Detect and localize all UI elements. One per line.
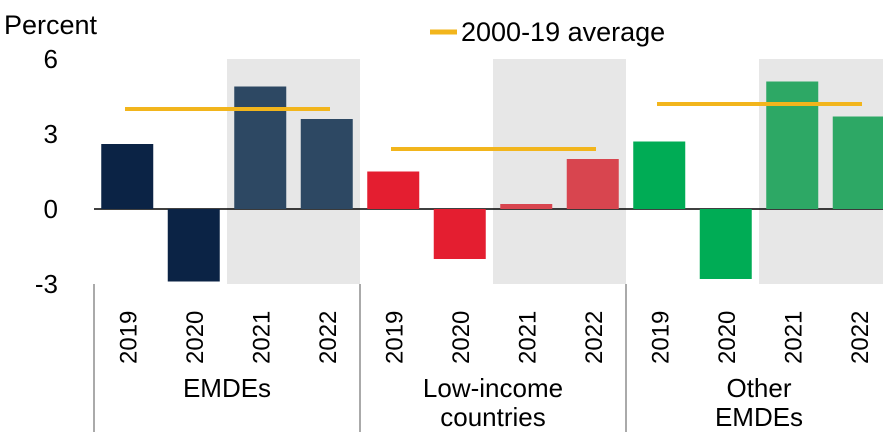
bars <box>101 81 883 282</box>
average-lines <box>125 102 862 151</box>
bar <box>433 209 486 259</box>
x-tick-label: 2021 <box>514 311 541 364</box>
y-axis: 6 3 0 -3 <box>35 44 58 299</box>
group-label: Low-income <box>423 373 563 403</box>
bar <box>234 86 287 209</box>
x-tick-label: 2021 <box>248 311 275 364</box>
y-tick-label: 3 <box>44 119 58 149</box>
bar <box>500 204 553 209</box>
y-tick-label: 6 <box>44 44 58 74</box>
x-tick-label: 2019 <box>115 311 142 364</box>
x-tick-label: 2020 <box>182 311 209 364</box>
x-tick-label: 2021 <box>780 311 807 364</box>
x-tick-label: 2022 <box>581 311 608 364</box>
x-tick-label: 2019 <box>381 311 408 364</box>
bar <box>566 159 619 209</box>
group-label: Other <box>726 373 791 403</box>
bar <box>766 81 819 209</box>
x-tick-label: 2020 <box>714 311 741 364</box>
bar <box>367 171 420 209</box>
y-tick-label: -3 <box>35 269 58 299</box>
bar <box>633 141 686 209</box>
x-tick-label: 2019 <box>647 311 674 364</box>
x-tick-label: 2020 <box>448 311 475 364</box>
bar <box>699 209 752 279</box>
group-label: countries <box>440 402 546 432</box>
bar <box>300 119 353 209</box>
y-axis-label: Percent <box>4 10 98 40</box>
group-label: EMDEs <box>183 373 271 403</box>
group-label: EMDEs <box>715 402 803 432</box>
x-tick-label: 2022 <box>315 311 342 364</box>
x-tick-label: 2022 <box>847 311 874 364</box>
bar <box>832 116 883 209</box>
x-axis: 2019 2020 2021 2022 EMDEs 2019 2020 2021 2022 Low… <box>93 284 874 432</box>
legend: 2000-19 average <box>430 17 665 47</box>
bar <box>167 209 220 282</box>
y-tick-label: 0 <box>44 194 58 224</box>
legend-average-label: 2000-19 average <box>461 17 665 47</box>
bar <box>101 144 154 209</box>
